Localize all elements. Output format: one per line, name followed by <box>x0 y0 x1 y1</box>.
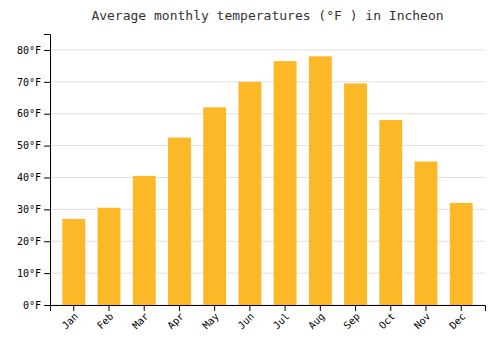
y-tick: 50°F <box>17 140 50 151</box>
grid-line <box>50 113 485 114</box>
bar <box>309 56 332 305</box>
bar <box>238 82 261 305</box>
x-tick-mark <box>108 305 109 311</box>
bar <box>98 208 121 305</box>
x-tick-mark <box>461 305 462 311</box>
bar <box>344 83 367 305</box>
x-tick-mark <box>214 305 215 311</box>
y-tick: 10°F <box>17 268 50 279</box>
x-tick-label: May <box>200 311 221 332</box>
y-tick: 20°F <box>17 236 50 247</box>
x-tick-label: Oct <box>377 311 398 332</box>
bar <box>379 120 402 305</box>
x-tick: Feb <box>95 305 116 331</box>
y-tick-label: 50°F <box>17 140 41 151</box>
y-tick-label: 20°F <box>17 236 41 247</box>
grid-line <box>50 49 485 50</box>
y-tick-label: 0°F <box>23 300 41 311</box>
x-axis: Jan Feb Mar Apr May Jun Jul Aug Sep Oct Nov Dec <box>51 305 486 331</box>
y-tick: 60°F <box>17 108 50 119</box>
y-tick-label: 70°F <box>17 77 41 88</box>
x-tick-label: Jan <box>60 311 81 332</box>
x-tick-label: Feb <box>95 311 116 332</box>
bar <box>203 107 226 305</box>
y-tick-mark <box>44 50 50 51</box>
x-tick-label: Jun <box>236 311 257 332</box>
x-tick-label: Mar <box>130 311 151 332</box>
y-tick-label: 80°F <box>17 45 41 56</box>
x-tick-mark <box>390 305 391 311</box>
x-tick: Oct <box>377 305 398 331</box>
y-tick-mark <box>44 273 50 274</box>
plot-area: 0°F 10°F 20°F 30°F 40°F 50°F 60°F 70°F 80°F Jan Fe… <box>17 35 486 332</box>
x-tick-mark <box>426 305 427 311</box>
y-axis-line <box>44 35 51 306</box>
bar <box>62 219 85 305</box>
bar <box>450 203 473 305</box>
y-tick: 0°F <box>23 300 50 311</box>
x-tick: Nov <box>412 305 433 331</box>
x-tick: Jul <box>271 305 292 331</box>
x-tick-mark <box>73 305 74 311</box>
y-tick: 70°F <box>17 77 50 88</box>
y-axis: 0°F 10°F 20°F 30°F 40°F 50°F 60°F 70°F 80°F <box>17 35 51 311</box>
x-tick-mark <box>144 305 145 311</box>
x-tick: Mar <box>130 305 151 331</box>
y-tick: 30°F <box>17 204 50 215</box>
bars <box>62 56 472 305</box>
x-tick-mark <box>355 305 356 311</box>
y-tick-mark <box>44 209 50 210</box>
x-tick: Jun <box>236 305 257 331</box>
bar <box>133 176 156 305</box>
y-tick-mark <box>44 177 50 178</box>
y-tick-mark <box>44 82 50 83</box>
x-tick: Aug <box>306 305 327 331</box>
y-tick: 80°F <box>17 45 50 56</box>
x-tick-mark <box>320 305 321 311</box>
bar <box>274 61 297 305</box>
x-tick: May <box>200 305 221 331</box>
y-tick-label: 10°F <box>17 268 41 279</box>
bar <box>415 162 438 305</box>
x-tick-label: Apr <box>165 311 186 332</box>
y-tick-mark <box>44 114 50 115</box>
grid <box>50 50 485 305</box>
y-tick-label: 30°F <box>17 204 41 215</box>
x-tick-label: Dec <box>447 311 468 332</box>
y-tick-label: 40°F <box>17 172 41 183</box>
x-axis-line <box>51 306 486 312</box>
y-tick: 40°F <box>17 172 50 183</box>
x-tick: Sep <box>341 305 362 331</box>
x-tick-label: Aug <box>306 311 327 332</box>
x-tick-mark <box>179 305 180 311</box>
grid-line <box>50 81 485 82</box>
x-tick: Jan <box>60 305 81 331</box>
y-tick-label: 60°F <box>17 108 41 119</box>
grid-line <box>50 145 485 146</box>
y-tick-mark <box>44 305 50 306</box>
x-tick-mark <box>249 305 250 311</box>
x-tick: Dec <box>447 305 468 331</box>
bar <box>168 138 191 305</box>
x-tick-mark <box>285 305 286 311</box>
x-tick-label: Nov <box>412 311 433 332</box>
title: Average monthly temperatures (°F ) in In… <box>91 8 443 23</box>
x-tick-label: Jul <box>271 311 292 332</box>
y-tick-mark <box>44 241 50 242</box>
x-tick: Apr <box>165 305 186 331</box>
x-tick-label: Sep <box>341 311 362 332</box>
chart: 0°F 10°F 20°F 30°F 40°F 50°F 60°F 70°F 80°F Jan Fe… <box>0 0 500 350</box>
y-tick-mark <box>44 146 50 147</box>
